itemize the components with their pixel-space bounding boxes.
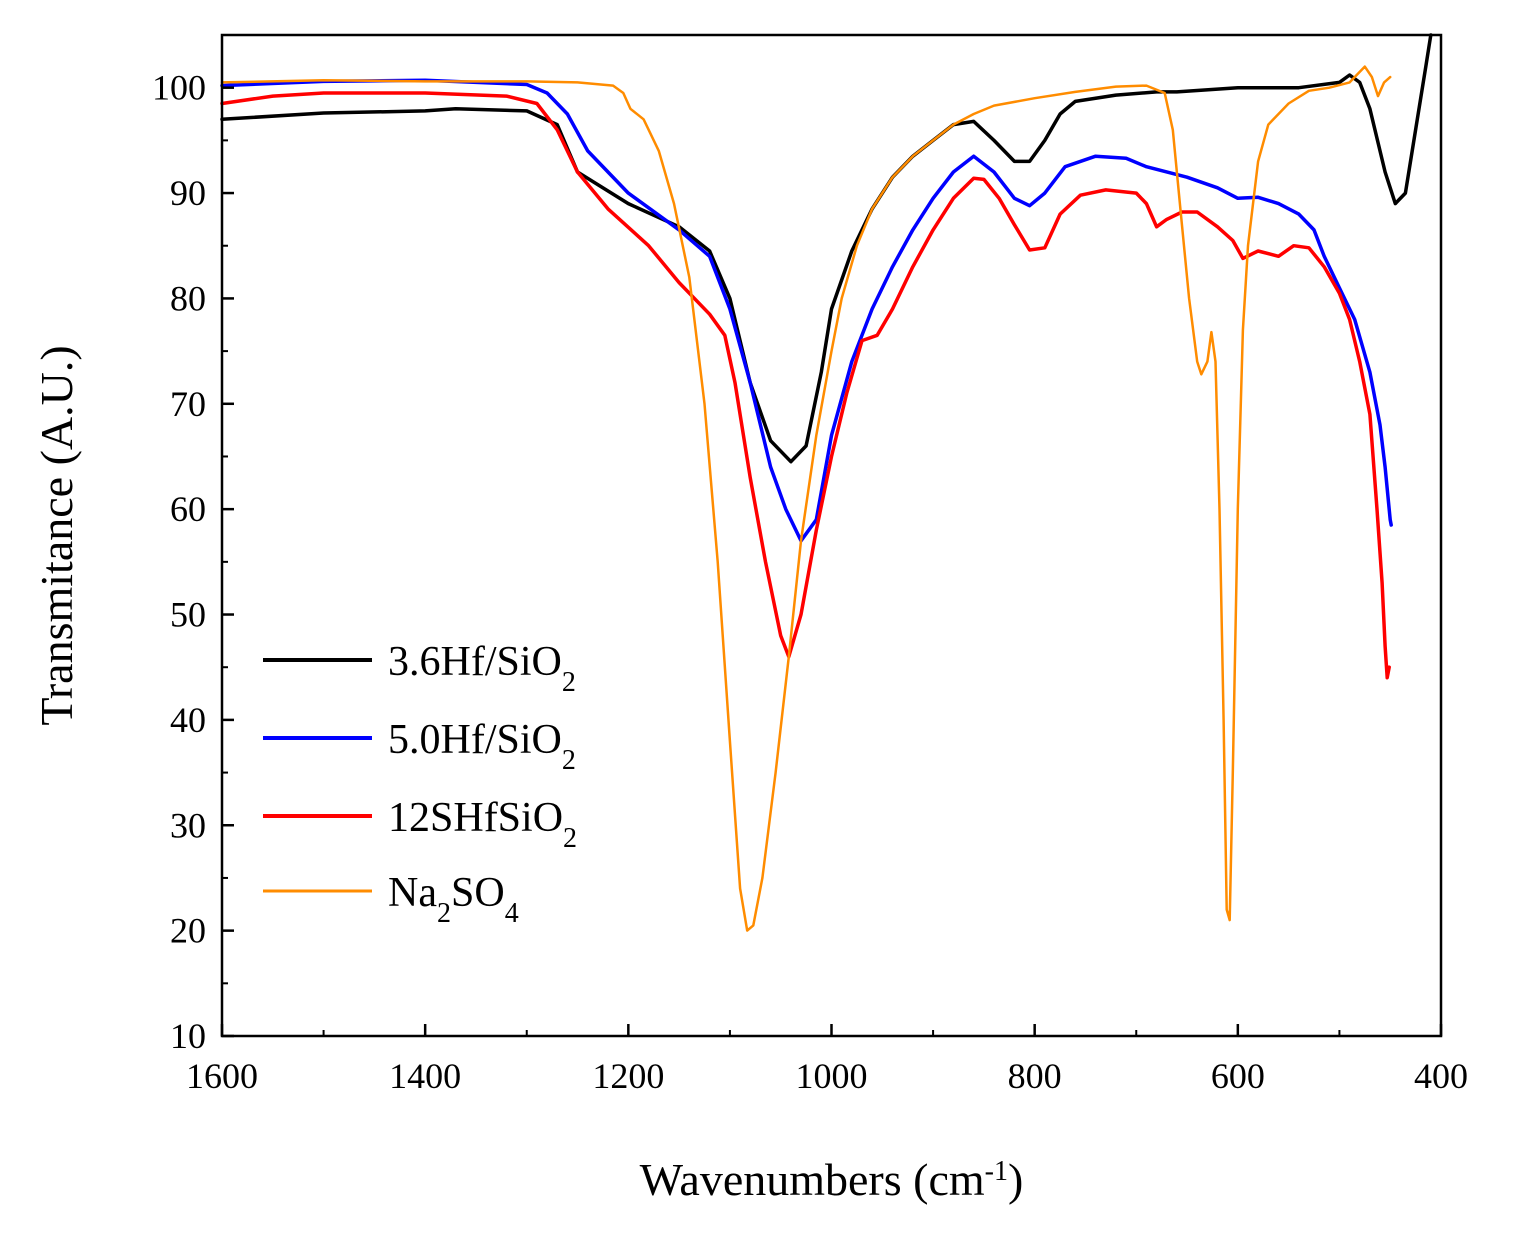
legend-label-5-0hf-sio2: 5.0Hf/SiO2 — [388, 717, 576, 776]
x-axis-title: Wavenumbers (cm-1) — [640, 1154, 1024, 1205]
legend-item-12shfsio2: 12SHfSiO2 — [263, 795, 577, 854]
legend-label-na2so4: Na2SO4 — [388, 870, 519, 929]
y-tick-label-60: 60 — [170, 489, 206, 529]
y-tick-label-80: 80 — [170, 278, 206, 318]
legend-item-3-6hf-sio2: 3.6Hf/SiO2 — [263, 639, 576, 698]
y-tick-label-90: 90 — [170, 173, 206, 213]
x-tick-label-1600: 1600 — [186, 1056, 258, 1096]
y-tick-label-20: 20 — [170, 911, 206, 951]
x-axis-title-main: Wavenumbers (cm — [640, 1154, 985, 1205]
y-tick-label-30: 30 — [170, 805, 206, 845]
legend: 3.6Hf/SiO2 5.0Hf/SiO2 12SHfSiO2 Na2SO4 — [263, 639, 577, 929]
legend-label-12shfsio2: 12SHfSiO2 — [388, 795, 577, 854]
x-tick-label-1400: 1400 — [389, 1056, 461, 1096]
y-axis: 10 20 30 40 50 60 70 80 90 100 — [152, 68, 234, 1056]
y-tick-label-50: 50 — [170, 595, 206, 635]
y-tick-label-40: 40 — [170, 700, 206, 740]
y-tick-label-70: 70 — [170, 384, 206, 424]
x-tick-label-400: 400 — [1414, 1056, 1468, 1096]
x-axis-title-end: ) — [1008, 1154, 1023, 1205]
legend-item-5-0hf-sio2: 5.0Hf/SiO2 — [263, 717, 576, 776]
y-axis-title: Transmitance (A.U.) — [31, 345, 82, 725]
x-axis: 1600 1400 1200 1000 800 600 400 — [186, 1024, 1468, 1096]
legend-item-na2so4: Na2SO4 — [263, 870, 519, 929]
x-tick-label-1200: 1200 — [592, 1056, 664, 1096]
legend-label-3-6hf-sio2: 3.6Hf/SiO2 — [388, 639, 576, 698]
series-line-1 — [220, 78, 1393, 543]
x-tick-label-600: 600 — [1211, 1056, 1265, 1096]
y-tick-label-100: 100 — [152, 68, 206, 108]
x-tick-label-800: 800 — [1008, 1056, 1062, 1096]
series-line-2 — [220, 91, 1391, 680]
x-tick-label-1000: 1000 — [796, 1056, 868, 1096]
x-axis-title-sup: -1 — [985, 1156, 1008, 1187]
series-line-3 — [220, 65, 1392, 932]
series-layer — [220, 33, 1433, 932]
y-tick-label-10: 10 — [170, 1016, 206, 1056]
